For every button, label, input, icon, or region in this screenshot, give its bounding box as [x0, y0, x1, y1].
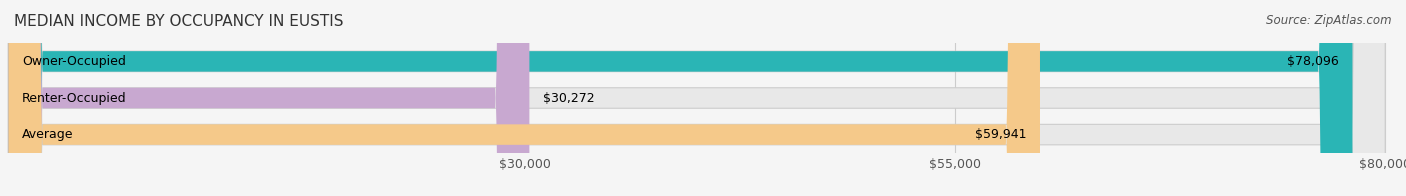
- Text: Owner-Occupied: Owner-Occupied: [22, 55, 127, 68]
- Text: MEDIAN INCOME BY OCCUPANCY IN EUSTIS: MEDIAN INCOME BY OCCUPANCY IN EUSTIS: [14, 14, 343, 29]
- Text: $78,096: $78,096: [1286, 55, 1339, 68]
- Text: Average: Average: [22, 128, 73, 141]
- Text: Renter-Occupied: Renter-Occupied: [22, 92, 127, 104]
- FancyBboxPatch shape: [8, 0, 1385, 196]
- Text: $59,941: $59,941: [974, 128, 1026, 141]
- FancyBboxPatch shape: [8, 0, 1040, 196]
- FancyBboxPatch shape: [8, 0, 530, 196]
- FancyBboxPatch shape: [8, 0, 1385, 196]
- FancyBboxPatch shape: [8, 0, 1353, 196]
- Text: Source: ZipAtlas.com: Source: ZipAtlas.com: [1267, 14, 1392, 27]
- Text: $30,272: $30,272: [543, 92, 595, 104]
- FancyBboxPatch shape: [8, 0, 1385, 196]
